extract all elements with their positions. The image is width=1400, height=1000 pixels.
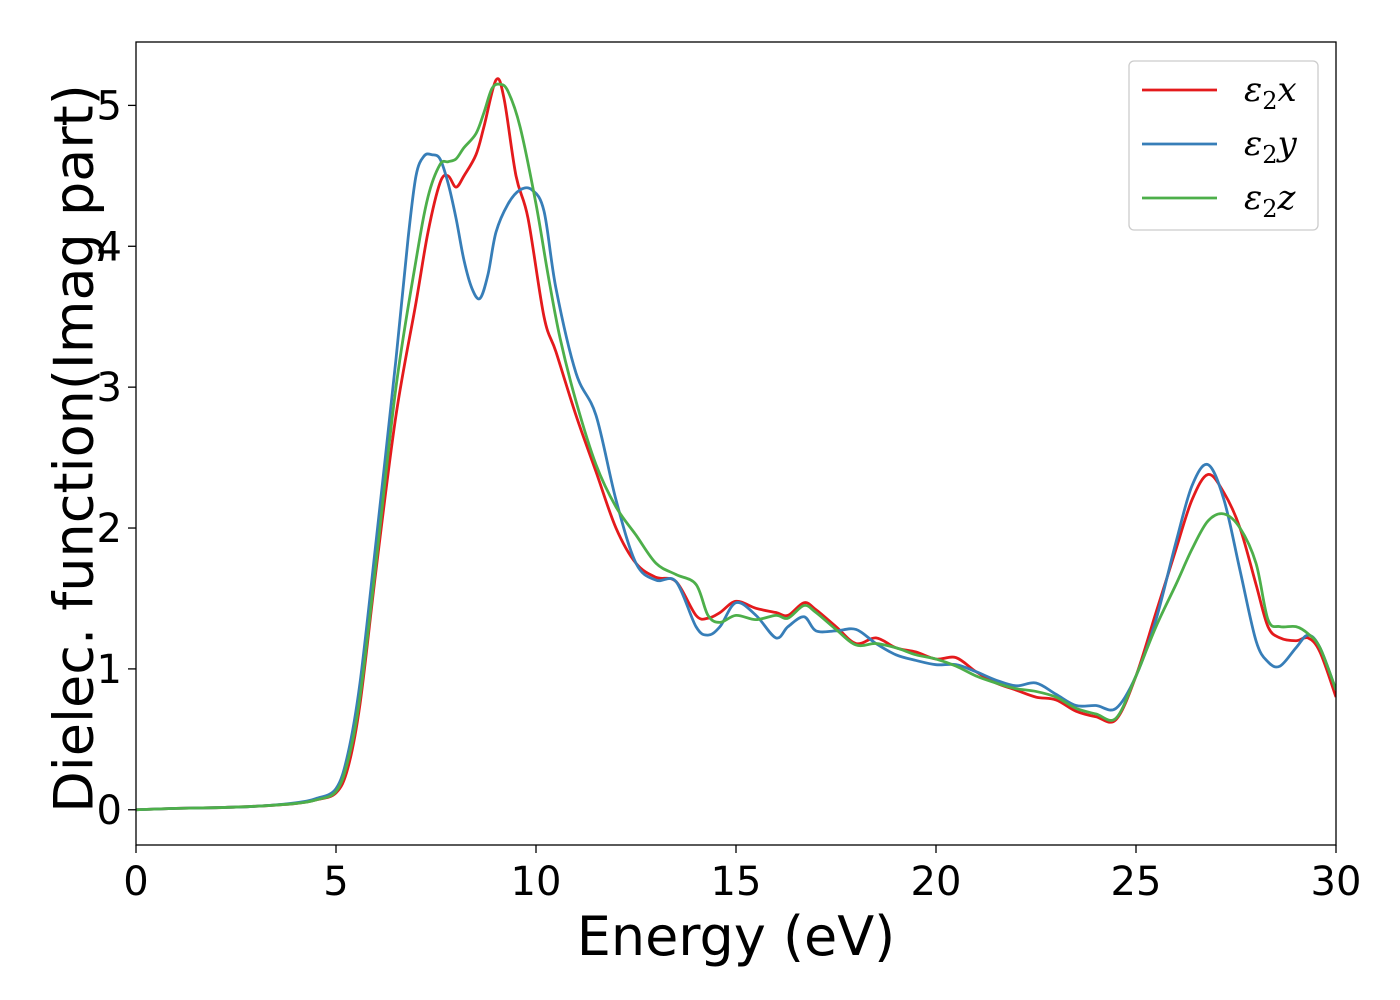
y-tick-label: 3 — [97, 365, 122, 411]
x-tick-label: 0 — [123, 859, 148, 905]
x-axis-ticks: 0 5 10 15 20 25 30 — [123, 845, 1361, 905]
x-tick-label: 5 — [323, 859, 348, 905]
series-line-y — [136, 152, 1336, 812]
x-tick-label: 20 — [911, 859, 962, 905]
y-axis-ticks: 0 1 2 3 4 5 — [97, 83, 136, 834]
y-tick-label: 4 — [97, 224, 122, 270]
x-tick-label: 15 — [711, 859, 762, 905]
x-tick-label: 25 — [1111, 859, 1162, 905]
x-tick-label: 30 — [1311, 859, 1362, 905]
legend-box — [1128, 60, 1319, 231]
y-tick-label: 1 — [97, 647, 122, 693]
legend-label-z: ε2z — [1244, 178, 1297, 223]
legend-label-x: ε2x — [1244, 70, 1297, 115]
legend: ε2x ε2y ε2z — [1128, 60, 1319, 231]
series-line-z — [136, 82, 1336, 812]
legend-label-y: ε2y — [1244, 124, 1298, 169]
y-tick-label: 5 — [97, 83, 122, 129]
x-tick-label: 10 — [511, 859, 562, 905]
y-tick-label: 2 — [97, 506, 122, 552]
series-layer — [136, 77, 1336, 812]
x-axis-title: Energy (eV) — [577, 905, 896, 968]
y-axis-title: Dielec. function(Imag part) — [43, 84, 106, 813]
y-tick-label: 0 — [97, 788, 122, 834]
